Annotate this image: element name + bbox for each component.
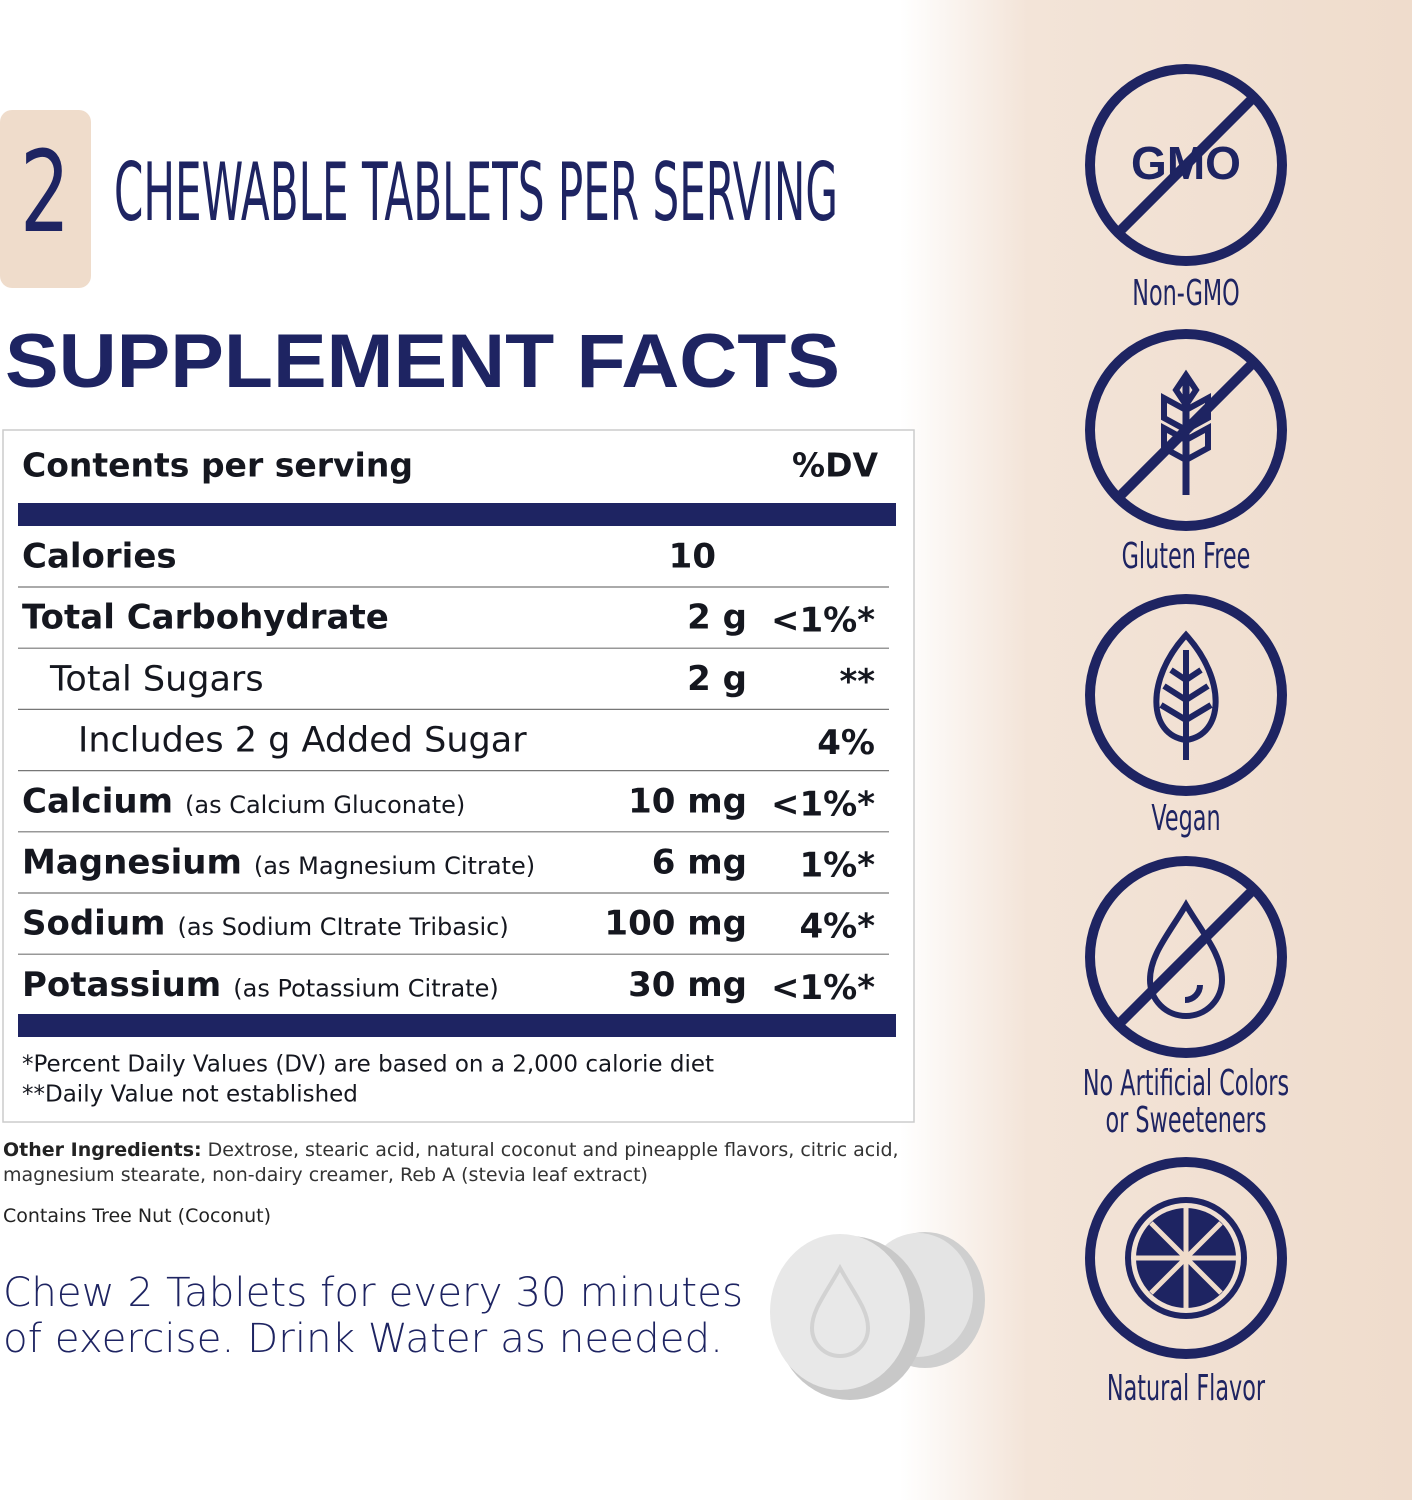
row-amount: 6 mg — [652, 843, 747, 883]
icon-vegan — [1085, 594, 1287, 796]
row-name: Sodium — [22, 904, 165, 944]
row-name: Total Carbohydrate — [22, 598, 389, 638]
footnote: **Daily Value not established — [22, 1082, 358, 1108]
row-amount: 2 g — [687, 659, 747, 699]
tablets — [770, 1232, 985, 1400]
badge-label: Vegan — [1151, 798, 1220, 839]
row-source: (as Sodium CItrate Tribasic) — [177, 913, 508, 941]
directions: Chew 2 Tablets for every 30 minutes — [3, 1270, 743, 1316]
header-dv: %DV — [792, 446, 878, 485]
table-bar — [18, 1014, 896, 1037]
row-name: Potassium — [22, 965, 221, 1005]
row-dv: <1%* — [771, 784, 875, 824]
icon-gluten-free — [1085, 329, 1287, 531]
row-dv: <1%* — [771, 968, 875, 1008]
allergen: Contains Tree Nut (Coconut) — [3, 1205, 271, 1227]
row-dv: <1%* — [771, 601, 875, 641]
facts-table — [2, 429, 915, 1123]
row-amount: 100 mg — [604, 904, 747, 944]
row-name: Calcium — [22, 781, 173, 821]
badge-label: No Artificial Colors — [1083, 1063, 1289, 1104]
row-source: (as Calcium Gluconate) — [185, 791, 465, 819]
ingredients-label: Other Ingredients: — [3, 1139, 202, 1161]
icon-natural-flavor — [1085, 1157, 1287, 1359]
serving-number: 2 — [20, 128, 70, 258]
other-ingredients: Other Ingredients: Dextrose, stearic aci… — [3, 1138, 908, 1188]
directions: of exercise. Drink Water as needed. — [3, 1316, 723, 1362]
row-source: (as Magnesium Citrate) — [254, 852, 535, 880]
badge-label: Non-GMO — [1132, 273, 1239, 314]
row-amount: 10 — [669, 537, 716, 577]
badge-label: Natural Flavor — [1107, 1368, 1265, 1409]
icon-non-gmo — [1085, 64, 1287, 266]
row-dv: 1%* — [799, 846, 875, 886]
serving-text: CHEWABLE TABLETS PER SERVING — [114, 146, 838, 239]
badge-label: Gluten Free — [1122, 536, 1251, 577]
icon-text: GMO — [1131, 137, 1241, 189]
row-name: Total Sugars — [49, 659, 264, 699]
badge-label: or Sweeteners — [1106, 1100, 1267, 1141]
footnote: *Percent Daily Values (DV) are based on … — [22, 1052, 714, 1078]
row-name: Magnesium — [22, 843, 242, 883]
row-source: (as Potassium Citrate) — [233, 974, 498, 1002]
title: SUPPLEMENT FACTS — [5, 319, 840, 404]
icon-no-artificial — [1085, 856, 1287, 1058]
row-amount: 10 mg — [628, 781, 747, 821]
row-amount: 2 g — [687, 598, 747, 638]
header-label: Contents per serving — [22, 446, 413, 485]
row-name: Calories — [22, 537, 177, 577]
row-name: Includes 2 g Added Sugar — [78, 721, 527, 761]
ingredients-text: Dextrose, stearic acid, natural coconut … — [3, 1139, 899, 1186]
serving-box — [0, 110, 91, 288]
badge-icons — [1085, 64, 1287, 1359]
row-dv: 4% — [817, 723, 875, 763]
row-amount: 30 mg — [628, 965, 747, 1005]
row-dv: 4%* — [799, 907, 875, 947]
table-bar — [18, 503, 896, 526]
row-dv: ** — [839, 662, 875, 702]
